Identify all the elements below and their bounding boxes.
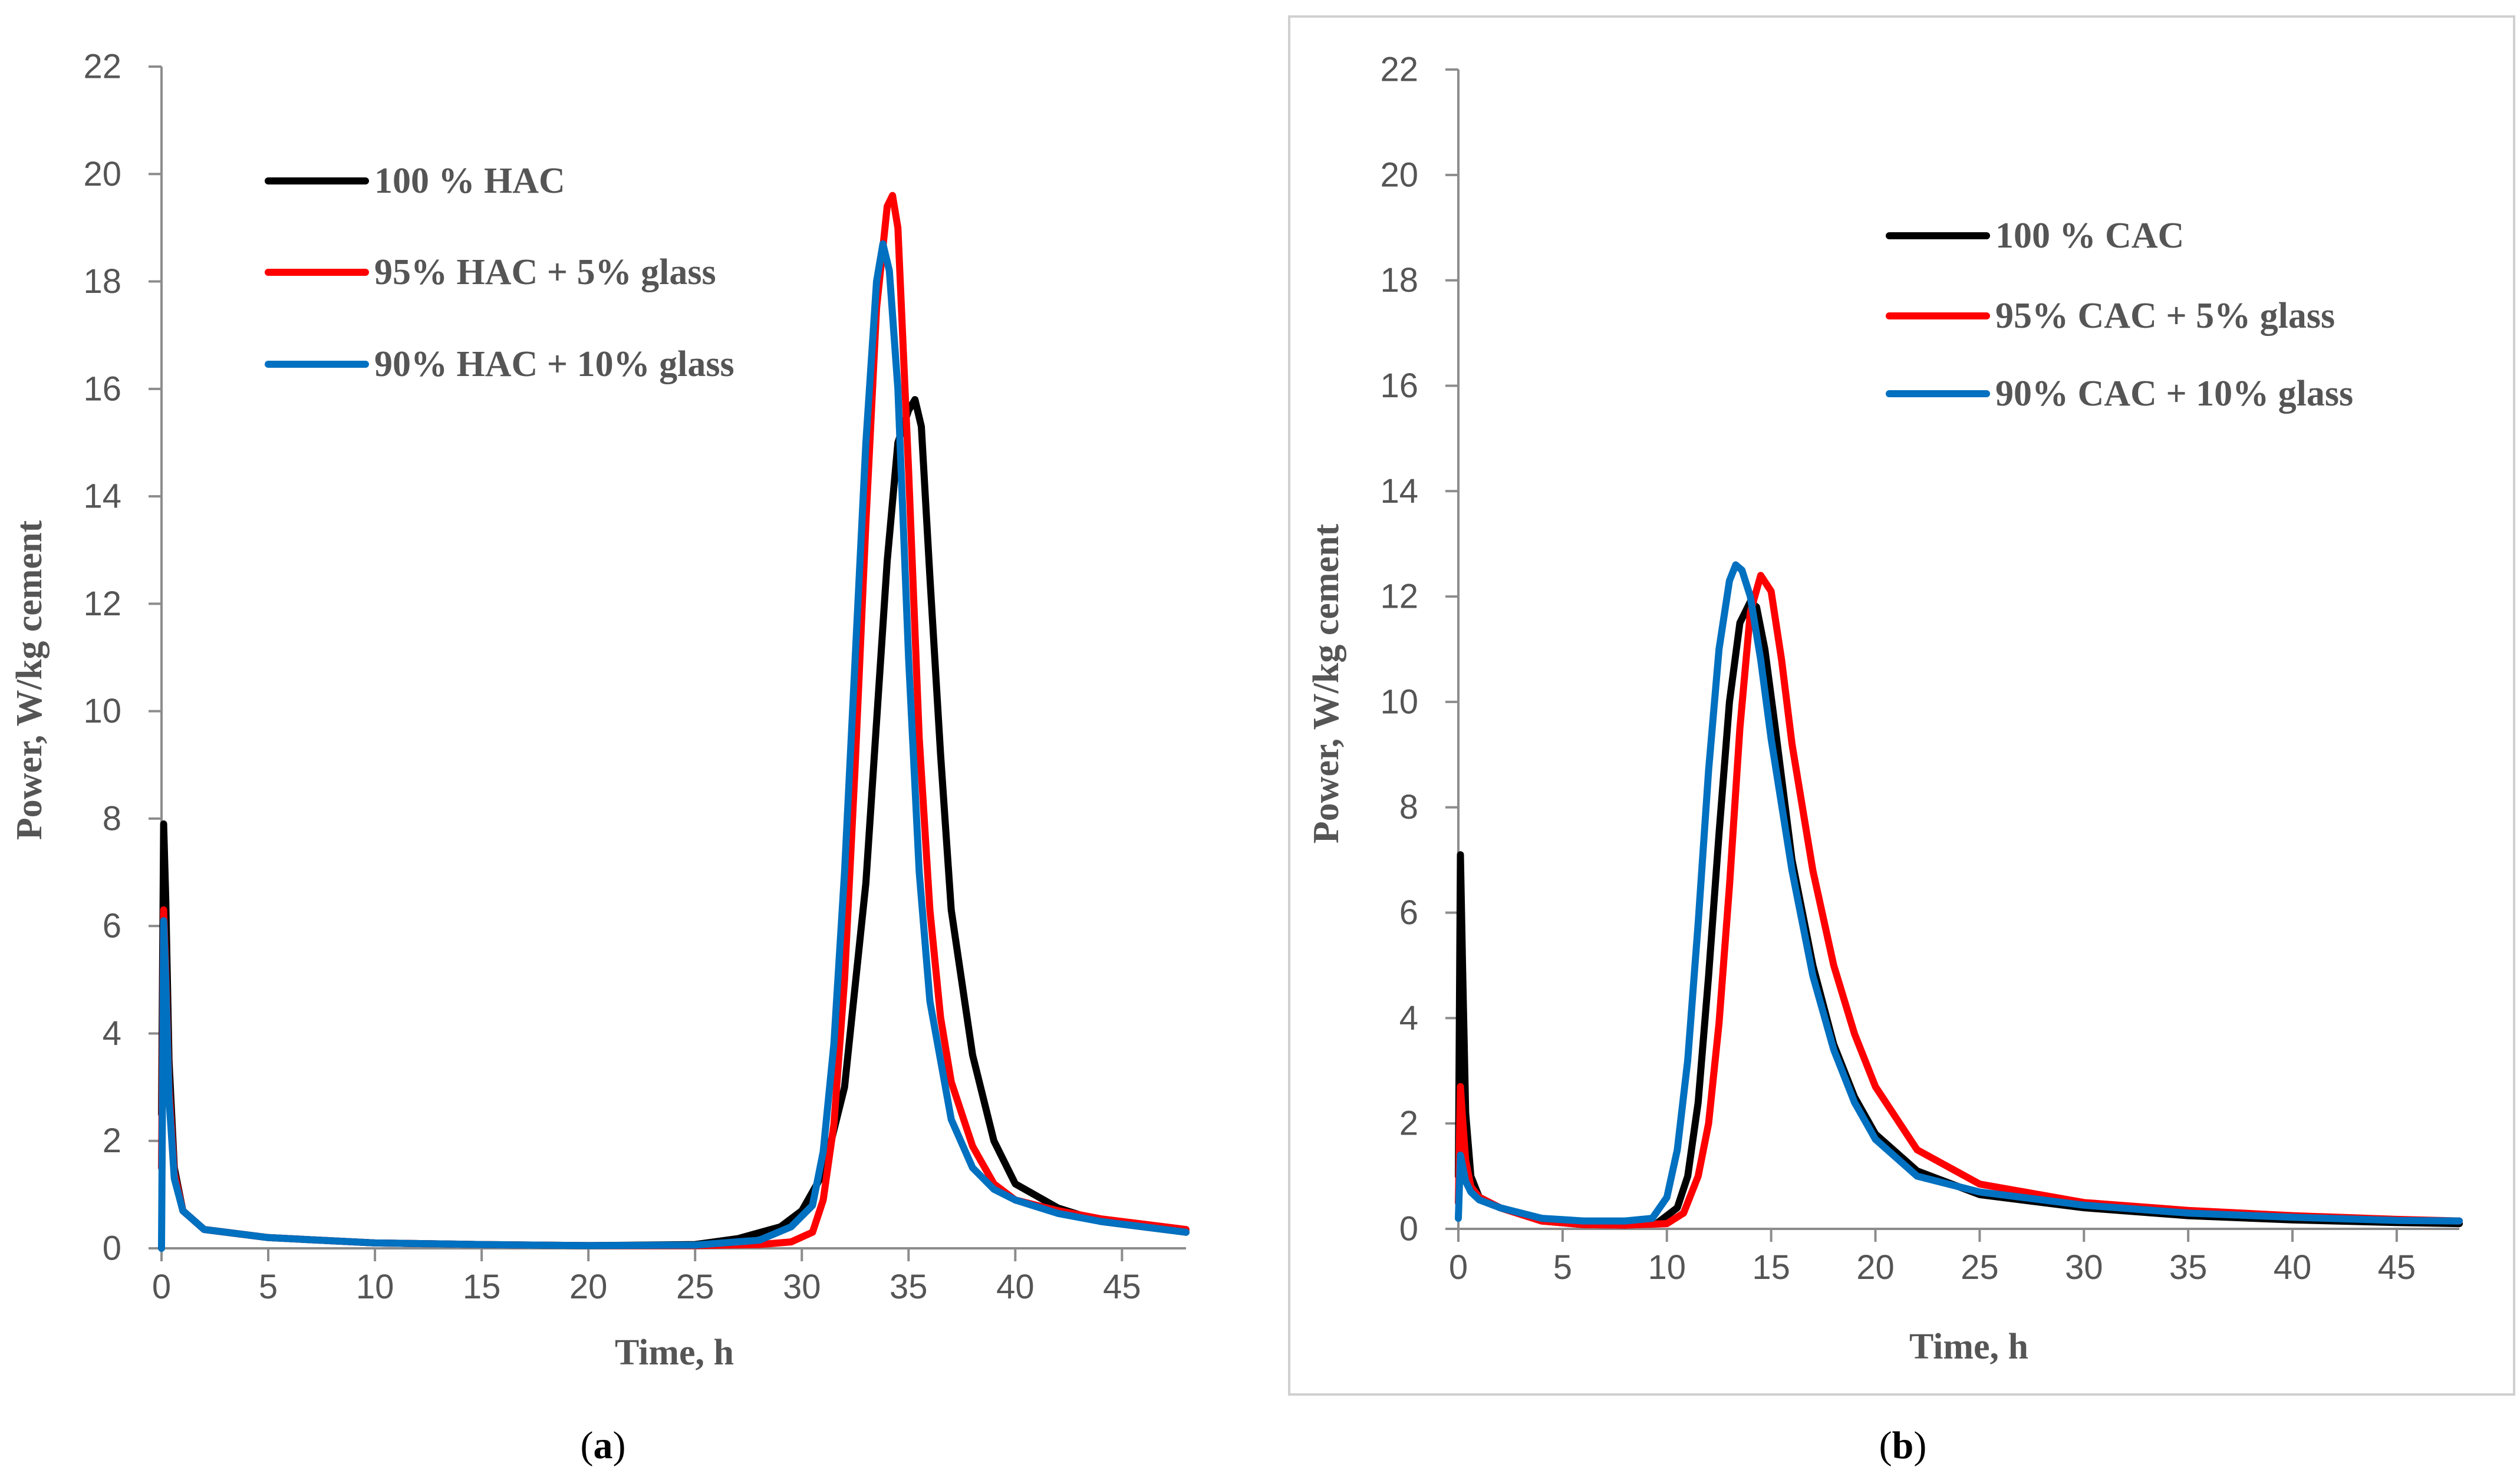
panel-b-y-tick-label: 4 — [1399, 999, 1418, 1037]
panel-b-legend-item: 90% CAC + 10% glass — [1886, 374, 2353, 414]
panel-a-x-tick-label: 0 — [152, 1268, 171, 1306]
panel-a-y-tick-label: 2 — [103, 1122, 121, 1160]
panel-b-caption-letter: b — [1892, 1424, 1914, 1467]
panel-a-legend-item: 95% HAC + 5% glass — [265, 252, 716, 292]
panel-a-y-tick-label: 10 — [83, 692, 121, 730]
panel-a-y-tick-label: 18 — [83, 262, 121, 301]
panel-a-y-tick-label: 12 — [83, 585, 121, 623]
panel-b-legend-item: 100 % CAC — [1886, 216, 2184, 256]
panel-a-x-tick-label: 5 — [259, 1268, 278, 1306]
panel-a-y-tick-label: 14 — [83, 477, 121, 516]
panel-b-x-tick-label: 0 — [1449, 1248, 1468, 1287]
panel-b-y-axis-title: Power, W/kg cement — [1306, 523, 1346, 843]
panel-b-y-tick-label: 12 — [1380, 578, 1418, 616]
panel-b-legend-label: 90% CAC + 10% glass — [1995, 374, 2353, 414]
panel-b: 0 2 4 6 8 10 12 14 16 18 20 22 0 5 10 15 20 25 30 35 40 45 Ti… — [1288, 15, 2515, 1467]
panel-a: 0 2 4 6 8 10 12 14 16 18 20 22 0 5 10 15 20 25 30 35 40 45 Ti… — [9, 48, 1190, 1467]
panel-a-legend-item: 90% HAC + 10% glass — [265, 344, 734, 384]
panel-a-legend-label: 100 % HAC — [374, 161, 565, 201]
panel-a-x-tick-label: 10 — [356, 1268, 394, 1306]
panel-b-legend-label: 95% CAC + 5% glass — [1995, 296, 2335, 336]
panel-b-x-tick-label: 5 — [1553, 1248, 1572, 1287]
panel-b-y-tick-label: 8 — [1399, 788, 1418, 826]
panel-a-x-tick-label: 15 — [463, 1268, 501, 1306]
panel-a-x-tick-label: 40 — [996, 1268, 1035, 1306]
panel-a-legend-item: 100 % HAC — [265, 161, 565, 201]
panel-b-x-tick-label: 25 — [1961, 1248, 1999, 1287]
panel-a-x-tick-label: 25 — [676, 1268, 714, 1306]
panel-a-y-tick-label: 22 — [83, 48, 121, 86]
panel-b-x-tick-label: 45 — [2378, 1248, 2416, 1287]
panel-a-series-line-3 — [158, 240, 1190, 1252]
panel-a-x-axis-title: Time, h — [615, 1333, 734, 1373]
panel-b-caption: (b) — [1879, 1424, 1927, 1467]
panel-a-plot: 0 2 4 6 8 10 12 14 16 18 20 22 0 5 10 15 20 25 30 35 40 45 — [83, 48, 1190, 1306]
panel-b-x-axis-title: Time, h — [1909, 1327, 2028, 1367]
panel-a-caption: (a) — [581, 1424, 626, 1467]
panel-a-x-tick-label: 30 — [783, 1268, 821, 1306]
panel-b-y-tick-label: 6 — [1399, 894, 1418, 932]
panel-a-y-tick-label: 6 — [103, 907, 121, 945]
panel-b-y-tick-label: 0 — [1399, 1210, 1418, 1248]
panel-b-y-tick-label: 2 — [1399, 1105, 1418, 1143]
panel-b-x-tick-label: 20 — [1856, 1248, 1895, 1287]
panel-a-x-tick-label: 20 — [569, 1268, 608, 1306]
panel-b-x-tick-label: 35 — [2169, 1248, 2208, 1287]
panel-b-frame — [1288, 15, 2515, 1396]
panel-b-y-tick-label: 18 — [1380, 261, 1418, 299]
panel-b-legend-label: 100 % CAC — [1995, 216, 2184, 256]
panel-b-y-tick-label: 22 — [1380, 51, 1418, 89]
panel-a-y-tick-label: 8 — [103, 799, 121, 838]
panel-a-x-tick-label: 35 — [890, 1268, 928, 1306]
panel-b-legend: 100 % CAC 95% CAC + 5% glass 90% CAC + 1… — [1886, 216, 2353, 414]
panel-b-plot: 0 2 4 6 8 10 12 14 16 18 20 22 0 5 10 15 20 25 30 35 40 45 — [1380, 51, 2463, 1287]
panel-b-x-tick-label: 40 — [2274, 1248, 2312, 1287]
panel-a-x-tick-label: 45 — [1103, 1268, 1141, 1306]
panel-b-x-tick-label: 30 — [2065, 1248, 2103, 1287]
panel-a-y-tick-label: 16 — [83, 370, 121, 408]
panel-b-y-tick-label: 16 — [1380, 367, 1418, 405]
panel-a-y-tick-label: 20 — [83, 155, 121, 193]
panel-a-legend-label: 95% HAC + 5% glass — [374, 252, 716, 292]
panel-a-caption-letter: a — [594, 1424, 613, 1467]
panel-b-x-tick-label: 10 — [1648, 1248, 1686, 1287]
panel-a-legend: 100 % HAC 95% HAC + 5% glass 90% HAC + 1… — [265, 161, 734, 384]
panel-b-series-line-3 — [1455, 561, 2463, 1225]
panel-b-x-tick-label: 15 — [1752, 1248, 1790, 1287]
panel-b-y-tick-label: 20 — [1380, 156, 1418, 194]
panel-a-y-tick-label: 0 — [103, 1229, 121, 1268]
panel-b-y-tick-label: 14 — [1380, 472, 1418, 510]
panel-a-y-tick-label: 4 — [103, 1014, 121, 1053]
panel-a-legend-label: 90% HAC + 10% glass — [374, 344, 734, 384]
panel-b-legend-item: 95% CAC + 5% glass — [1886, 296, 2335, 336]
panel-b-y-tick-label: 10 — [1380, 683, 1418, 721]
panel-a-y-axis-title: Power, W/kg cement — [9, 520, 50, 840]
